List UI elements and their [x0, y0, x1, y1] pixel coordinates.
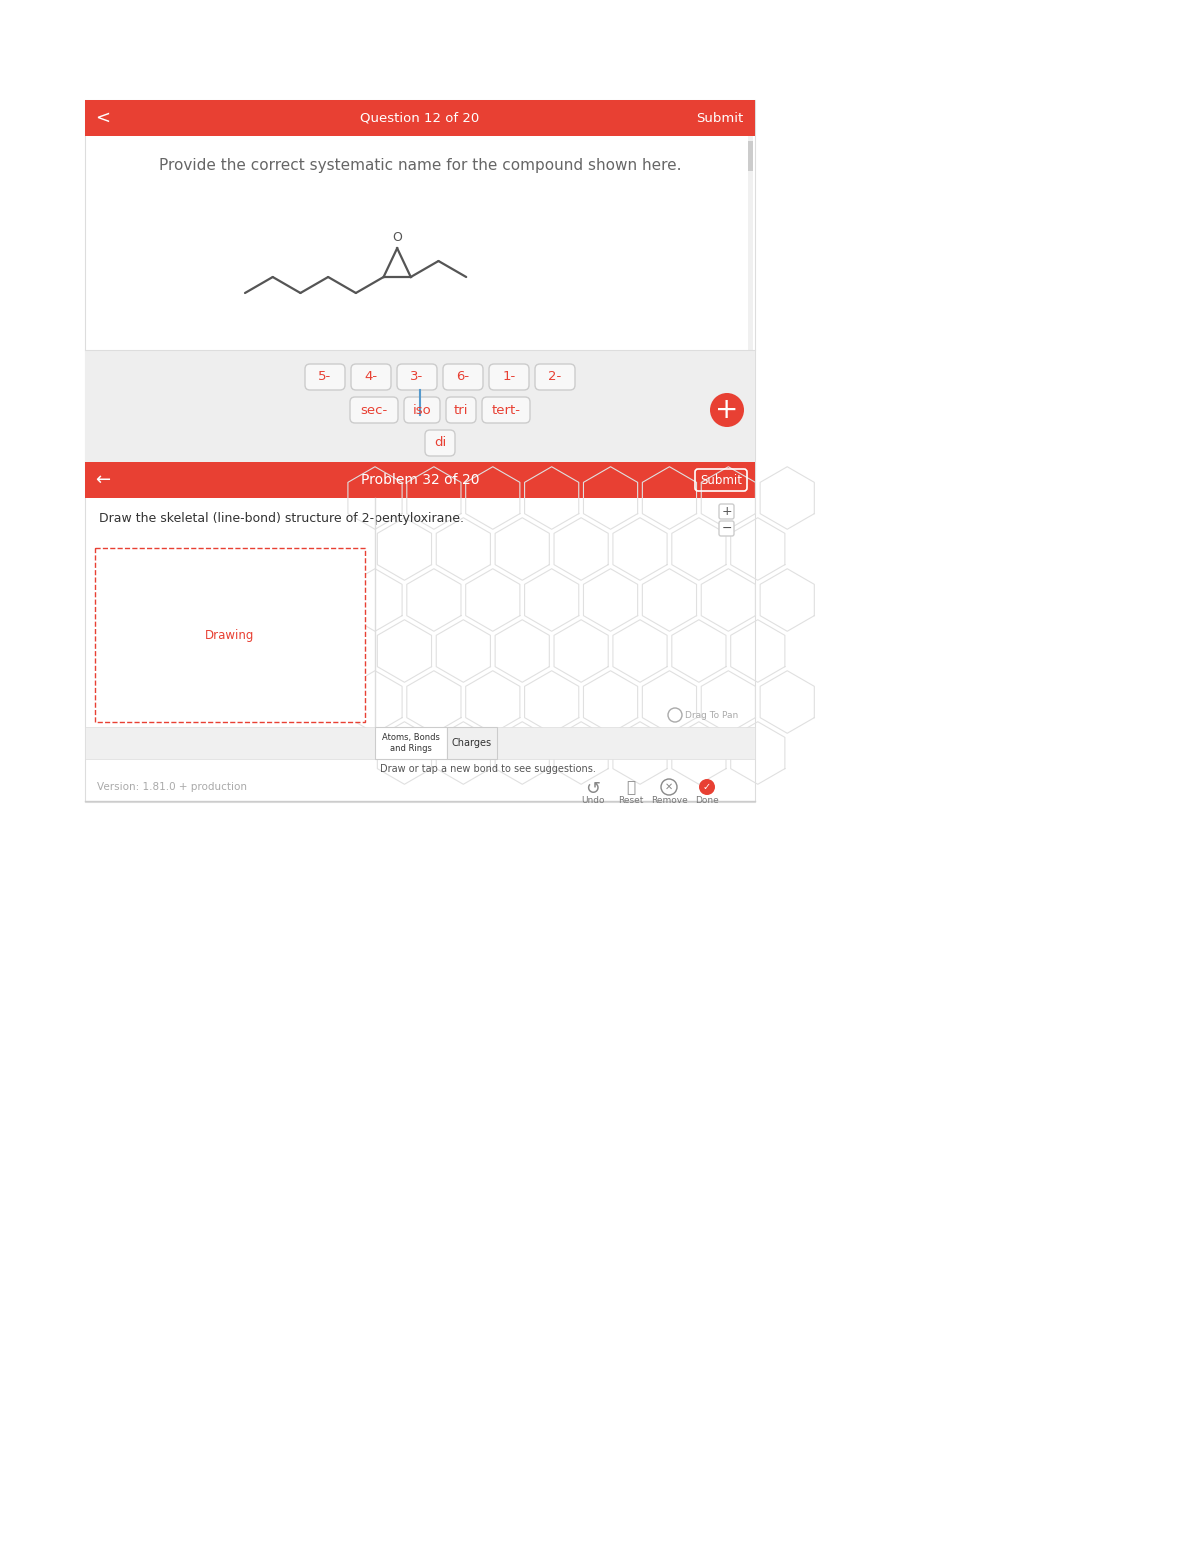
Bar: [748, 141, 754, 171]
Text: 5-: 5-: [318, 371, 331, 384]
FancyBboxPatch shape: [397, 363, 437, 390]
Text: 2-: 2-: [548, 371, 562, 384]
FancyBboxPatch shape: [443, 363, 482, 390]
FancyBboxPatch shape: [719, 505, 734, 519]
Text: <: <: [96, 109, 110, 127]
Text: −: −: [721, 522, 732, 534]
Bar: [748, 137, 754, 349]
Text: ✕: ✕: [665, 783, 673, 792]
Circle shape: [710, 393, 744, 427]
Circle shape: [698, 780, 715, 795]
FancyBboxPatch shape: [482, 398, 530, 422]
Text: iso: iso: [413, 404, 431, 416]
Text: +: +: [721, 505, 732, 519]
Text: +: +: [715, 396, 739, 424]
Bar: [85, 349, 755, 471]
FancyBboxPatch shape: [404, 398, 440, 422]
FancyBboxPatch shape: [535, 363, 575, 390]
Text: Charges: Charges: [452, 738, 492, 749]
Text: Provide the correct systematic name for the compound shown here.: Provide the correct systematic name for …: [158, 158, 682, 172]
Text: 1-: 1-: [503, 371, 516, 384]
Text: Atoms, Bonds
and Rings: Atoms, Bonds and Rings: [382, 733, 440, 753]
FancyBboxPatch shape: [352, 363, 391, 390]
FancyBboxPatch shape: [425, 430, 455, 457]
Text: 6-: 6-: [456, 371, 469, 384]
Text: Done: Done: [695, 797, 719, 804]
Text: Draw or tap a new bond to see suggestions.: Draw or tap a new bond to see suggestion…: [380, 764, 596, 773]
Text: 3-: 3-: [410, 371, 424, 384]
Text: Version: 1.81.0 + production: Version: 1.81.0 + production: [97, 783, 247, 792]
Bar: [85, 461, 755, 499]
Text: di: di: [434, 436, 446, 449]
Text: Drawing: Drawing: [205, 629, 254, 641]
Text: ✓: ✓: [703, 783, 712, 792]
Text: ↺: ↺: [586, 780, 600, 798]
FancyBboxPatch shape: [446, 398, 476, 422]
Text: Submit: Submit: [700, 474, 742, 486]
Text: Reset: Reset: [618, 797, 643, 804]
Bar: [85, 461, 755, 801]
Bar: [85, 727, 755, 759]
Bar: [85, 99, 755, 137]
Text: 🗑: 🗑: [626, 780, 636, 795]
Text: tert-: tert-: [492, 404, 521, 416]
Text: 4-: 4-: [365, 371, 378, 384]
Bar: [446, 727, 497, 759]
Text: Submit: Submit: [696, 112, 743, 124]
FancyBboxPatch shape: [719, 520, 734, 536]
Text: ←: ←: [96, 471, 110, 489]
FancyBboxPatch shape: [305, 363, 346, 390]
Text: Problem 32 of 20: Problem 32 of 20: [361, 474, 479, 488]
Text: Undo: Undo: [581, 797, 605, 804]
Text: sec-: sec-: [360, 404, 388, 416]
Bar: [374, 727, 446, 759]
Bar: [85, 99, 755, 471]
Bar: [95, 548, 365, 722]
FancyBboxPatch shape: [490, 363, 529, 390]
Text: Question 12 of 20: Question 12 of 20: [360, 112, 480, 124]
Text: tri: tri: [454, 404, 468, 416]
Text: Remove: Remove: [650, 797, 688, 804]
Text: O: O: [392, 231, 402, 244]
FancyBboxPatch shape: [350, 398, 398, 422]
Text: Draw the skeletal (line-bond) structure of 2-pentyloxirane.: Draw the skeletal (line-bond) structure …: [98, 512, 464, 525]
Text: Drag To Pan: Drag To Pan: [685, 711, 738, 719]
